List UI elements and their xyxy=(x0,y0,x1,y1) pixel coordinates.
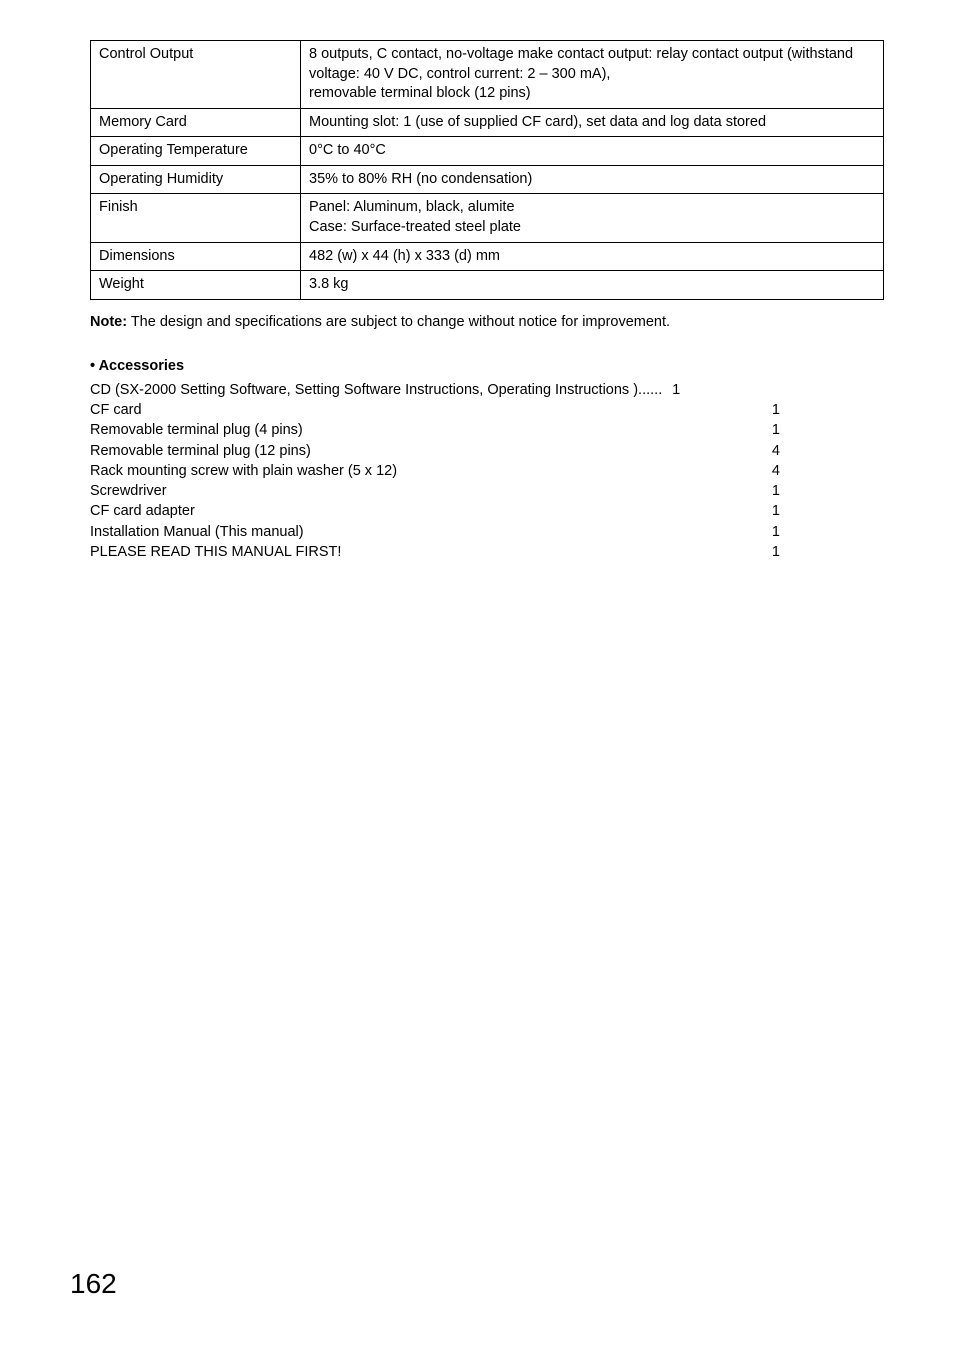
accessory-qty: 1 xyxy=(762,542,780,562)
accessory-row: CD (SX-2000 Setting Software, Setting So… xyxy=(90,380,780,400)
spec-value: 3.8 kg xyxy=(301,271,884,300)
spec-label: Operating Temperature xyxy=(91,137,301,166)
spec-table-body: Control Output8 outputs, C contact, no-v… xyxy=(91,41,884,300)
page-number: 162 xyxy=(70,1268,117,1300)
accessory-row: CF card 1 xyxy=(90,400,780,420)
note-text: The design and specifications are subjec… xyxy=(127,314,670,330)
spec-label: Operating Humidity xyxy=(91,165,301,194)
accessory-row: CF card adapter 1 xyxy=(90,501,780,521)
page: Control Output8 outputs, C contact, no-v… xyxy=(0,0,954,1350)
accessory-label: CF card adapter xyxy=(90,501,195,521)
accessory-label: CD (SX-2000 Setting Software, Setting So… xyxy=(90,380,638,400)
accessory-qty: 4 xyxy=(762,441,780,461)
note-line: Note: The design and specifications are … xyxy=(90,314,884,330)
table-row: Control Output8 outputs, C contact, no-v… xyxy=(91,41,884,109)
table-row: Operating Humidity35% to 80% RH (no cond… xyxy=(91,165,884,194)
accessory-qty: 1 xyxy=(662,380,680,400)
spec-value: 35% to 80% RH (no condensation) xyxy=(301,165,884,194)
spec-value: Panel: Aluminum, black, alumite Case: Su… xyxy=(301,194,884,242)
table-row: FinishPanel: Aluminum, black, alumite Ca… xyxy=(91,194,884,242)
accessory-row: Screwdriver 1 xyxy=(90,481,780,501)
spec-label: Memory Card xyxy=(91,108,301,137)
accessory-label: Removable terminal plug (12 pins) xyxy=(90,441,311,461)
accessory-qty: 1 xyxy=(762,420,780,440)
accessory-label: Installation Manual (This manual) xyxy=(90,522,304,542)
accessory-qty: 1 xyxy=(762,501,780,521)
accessory-row: Removable terminal plug (4 pins) 1 xyxy=(90,420,780,440)
note-bold: Note: xyxy=(90,314,127,330)
accessory-row: PLEASE READ THIS MANUAL FIRST! 1 xyxy=(90,542,780,562)
accessory-label: Rack mounting screw with plain washer (5… xyxy=(90,461,397,481)
table-row: Operating Temperature0°C to 40°C xyxy=(91,137,884,166)
table-row: Dimensions482 (w) x 44 (h) x 333 (d) mm xyxy=(91,242,884,271)
spec-label: Weight xyxy=(91,271,301,300)
spec-value: 0°C to 40°C xyxy=(301,137,884,166)
accessory-row: Installation Manual (This manual) 1 xyxy=(90,522,780,542)
spec-value: 8 outputs, C contact, no-voltage make co… xyxy=(301,41,884,109)
accessory-qty: 1 xyxy=(762,400,780,420)
table-row: Memory CardMounting slot: 1 (use of supp… xyxy=(91,108,884,137)
accessory-spacer: ...... xyxy=(638,380,662,400)
accessory-label: PLEASE READ THIS MANUAL FIRST! xyxy=(90,542,341,562)
spec-label: Finish xyxy=(91,194,301,242)
accessory-row: Removable terminal plug (12 pins) 4 xyxy=(90,441,780,461)
spec-value: 482 (w) x 44 (h) x 333 (d) mm xyxy=(301,242,884,271)
accessories-list: CD (SX-2000 Setting Software, Setting So… xyxy=(90,380,884,563)
spec-table: Control Output8 outputs, C contact, no-v… xyxy=(90,40,884,300)
accessories-heading: • Accessories xyxy=(90,358,884,374)
accessory-label: CF card xyxy=(90,400,142,420)
spec-label: Control Output xyxy=(91,41,301,109)
accessory-label: Screwdriver xyxy=(90,481,167,501)
accessory-qty: 1 xyxy=(762,481,780,501)
accessory-qty: 4 xyxy=(762,461,780,481)
spec-label: Dimensions xyxy=(91,242,301,271)
accessory-row: Rack mounting screw with plain washer (5… xyxy=(90,461,780,481)
table-row: Weight3.8 kg xyxy=(91,271,884,300)
accessory-qty: 1 xyxy=(762,522,780,542)
spec-value: Mounting slot: 1 (use of supplied CF car… xyxy=(301,108,884,137)
accessory-label: Removable terminal plug (4 pins) xyxy=(90,420,303,440)
